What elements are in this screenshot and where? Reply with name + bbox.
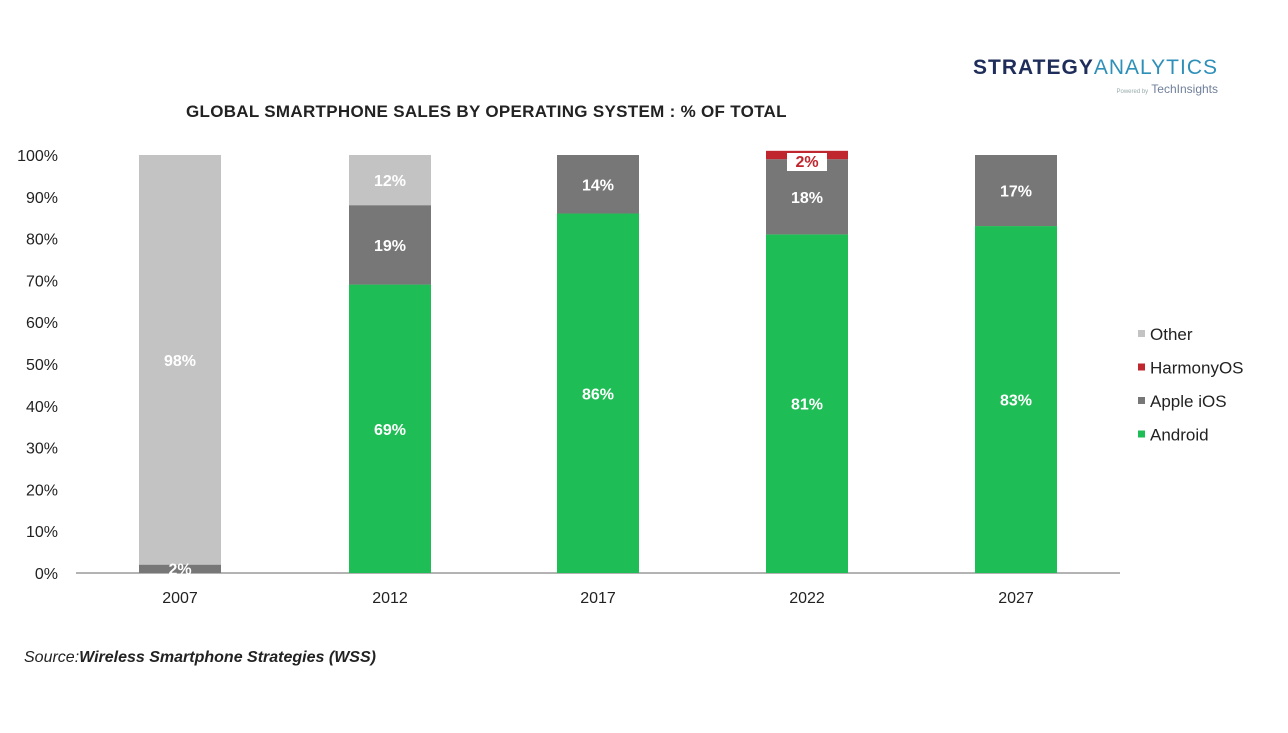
data-label-apple-ios-2017: 14%	[582, 177, 614, 194]
data-label-apple-ios-2007: 2%	[168, 562, 191, 579]
y-tick-label: 80%	[26, 232, 58, 249]
legend-label-other: Other	[1150, 325, 1193, 344]
bar-segment-android-2027	[975, 226, 1057, 573]
brand-logo: STRATEGYANALYTICS Powered by TechInsight…	[973, 56, 1218, 96]
brand-powered-by: Powered by TechInsights	[973, 82, 1218, 96]
bar-segment-android-2017	[557, 213, 639, 573]
x-tick-label: 2017	[580, 590, 616, 607]
y-tick-label: 0%	[35, 566, 58, 583]
data-label-android-2017: 86%	[582, 386, 614, 403]
bar-segment-apple-ios-2022	[766, 159, 848, 235]
y-tick-label: 40%	[26, 399, 58, 416]
callout-box-harmonyos-2022	[787, 153, 827, 171]
x-tick-label: 2022	[789, 590, 825, 607]
y-tick-label: 70%	[26, 273, 58, 290]
x-tick-label: 2012	[372, 590, 408, 607]
bar-segment-apple-ios-2007	[139, 564, 221, 573]
source-label: Source:	[24, 649, 80, 666]
legend-swatch-android	[1138, 430, 1145, 438]
data-label-apple-ios-2027: 17%	[1000, 184, 1032, 201]
data-label-other-2007: 98%	[164, 353, 196, 370]
y-tick-label: 20%	[26, 482, 58, 499]
brand-name: STRATEGYANALYTICS	[973, 56, 1218, 80]
legend-swatch-apple-ios	[1138, 397, 1145, 404]
bar-segment-android-2012	[349, 284, 431, 573]
y-tick-label: 60%	[26, 315, 58, 332]
data-label-apple-ios-2012: 19%	[374, 238, 406, 255]
data-label-android-2012: 69%	[374, 422, 406, 439]
brand-name-part2: ANALYTICS	[1093, 56, 1218, 79]
brand-powered-prefix: Powered by	[1116, 89, 1149, 95]
y-tick-label: 30%	[26, 441, 58, 458]
legend-label-harmonyos: HarmonyOS	[1150, 359, 1244, 378]
y-tick-label: 90%	[26, 190, 58, 207]
brand-powered-name: TechInsights	[1151, 82, 1218, 96]
data-label-apple-ios-2022: 18%	[791, 190, 823, 207]
x-tick-label: 2007	[162, 590, 198, 607]
bar-segment-other-2007	[139, 155, 221, 565]
y-tick-label: 100%	[17, 148, 58, 165]
data-label-android-2027: 83%	[1000, 393, 1032, 410]
legend-swatch-harmonyos	[1138, 363, 1145, 371]
bar-segment-apple-ios-2012	[349, 205, 431, 285]
data-label-harmonyos-2022: 2%	[795, 154, 818, 171]
legend-swatch-other	[1138, 330, 1145, 337]
source-name: Wireless Smartphone Strategies (WSS)	[79, 649, 376, 666]
bar-segment-other-2012	[349, 155, 431, 206]
y-tick-label: 50%	[26, 357, 58, 374]
bar-segment-apple-ios-2017	[557, 155, 639, 214]
source-note: Source:Wireless Smartphone Strategies (W…	[24, 649, 376, 667]
x-tick-label: 2027	[998, 590, 1034, 607]
bar-segment-android-2022	[766, 234, 848, 574]
legend-label-apple-ios: Apple iOS	[1150, 392, 1227, 411]
brand-name-part1: STRATEGY	[973, 56, 1094, 79]
chart-title: GLOBAL SMARTPHONE SALES BY OPERATING SYS…	[186, 102, 787, 121]
data-label-android-2022: 81%	[791, 397, 823, 414]
y-tick-label: 10%	[26, 524, 58, 541]
legend-label-android: Android	[1150, 426, 1209, 445]
data-label-other-2012: 12%	[374, 173, 406, 190]
bar-segment-apple-ios-2027	[975, 155, 1057, 227]
